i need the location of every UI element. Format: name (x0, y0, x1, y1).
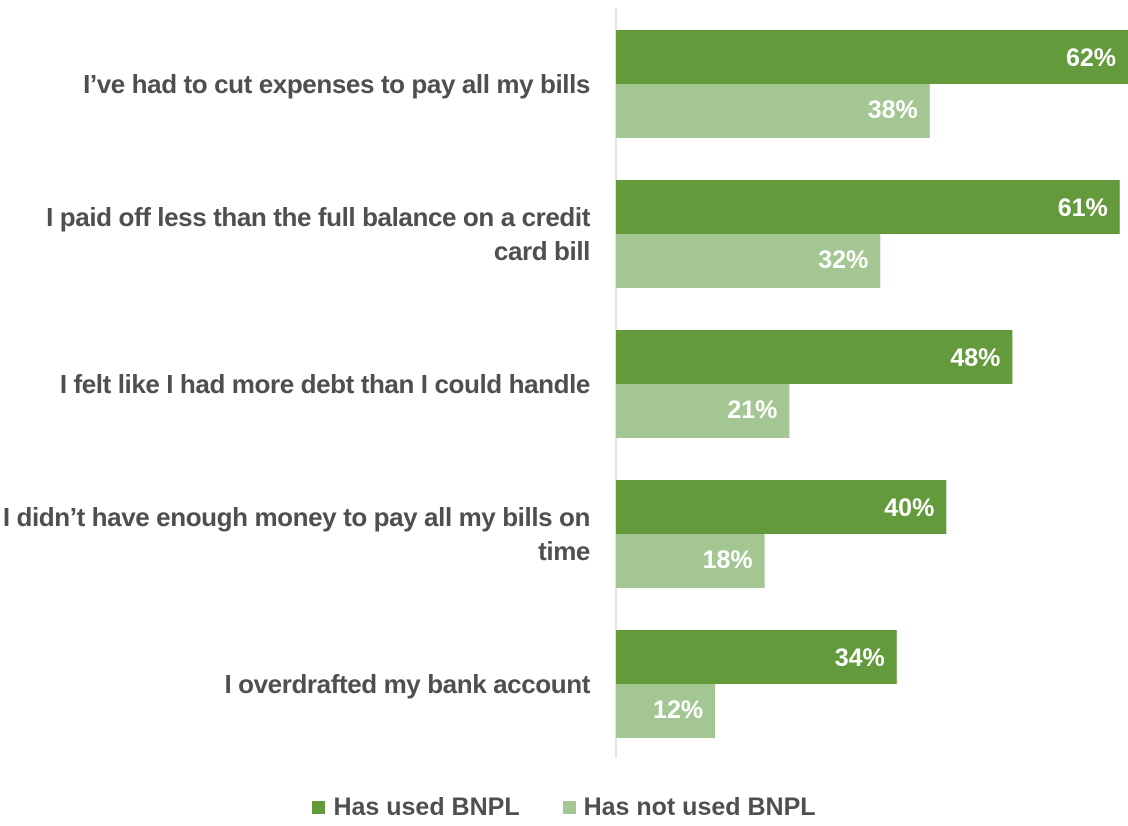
data-label-has-not-used-3: 21% (727, 396, 777, 424)
legend-label-has-used: Has used BNPL (333, 793, 520, 821)
data-label-has-not-used-2: 32% (818, 246, 868, 274)
data-label-has-used-3: 48% (950, 344, 1000, 372)
data-label-has-used-2: 61% (1058, 194, 1108, 222)
legend-swatch-has-used (312, 801, 326, 814)
data-label-has-not-used-5: 12% (653, 696, 703, 724)
bar-has-not-used-5 (616, 684, 716, 738)
bar-has-used-2 (616, 180, 1120, 234)
bar-has-not-used-1 (616, 84, 930, 138)
bar-has-used-4 (616, 480, 947, 534)
legend: Has used BNPL Has not used BNPL (0, 792, 1128, 822)
bar-has-used-5 (616, 630, 897, 684)
category-label-2: I paid off less than the full balance on… (46, 202, 590, 266)
legend-item-has-not-used: Has not used BNPL (562, 793, 816, 822)
category-label-4: I didn’t have enough money to pay all my… (2, 502, 591, 566)
data-label-has-not-used-1: 38% (868, 96, 918, 124)
data-label-has-used-4: 40% (884, 494, 934, 522)
data-label-has-used-1: 62% (1066, 44, 1116, 72)
bar-has-not-used-4 (616, 534, 765, 588)
legend-swatch-has-not-used (562, 801, 576, 814)
bar-has-not-used-2 (616, 234, 881, 288)
bar-has-used-1 (616, 30, 1128, 84)
category-label-1: I’ve had to cut expenses to pay all my b… (83, 69, 590, 99)
legend-item-has-used: Has used BNPL (312, 793, 520, 822)
data-label-has-used-5: 34% (835, 644, 885, 672)
legend-label-has-not-used: Has not used BNPL (583, 793, 816, 821)
category-label-5: I overdrafted my bank account (224, 669, 590, 699)
data-label-has-not-used-4: 18% (703, 546, 753, 574)
category-label-3: I felt like I had more debt than I could… (59, 369, 591, 399)
bar-has-used-3 (616, 330, 1013, 384)
bar-has-not-used-3 (616, 384, 790, 438)
